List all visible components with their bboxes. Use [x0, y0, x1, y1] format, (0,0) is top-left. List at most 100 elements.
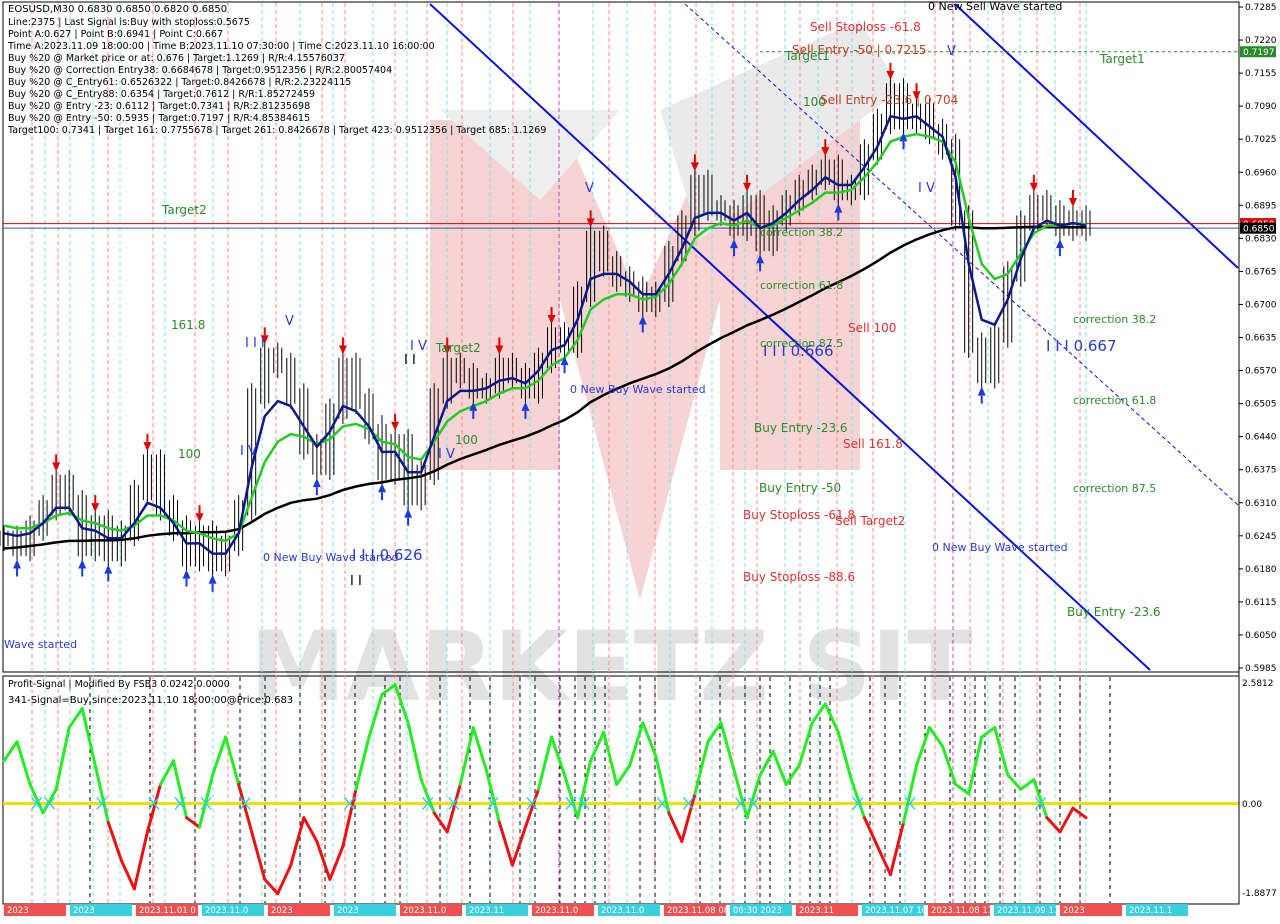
sell-arrow-icon: [91, 503, 100, 513]
oscillator-segment: [237, 782, 254, 834]
oscillator-segment: [941, 745, 958, 786]
oscillator-segment: [536, 735, 554, 791]
indicator-title: Profit-Signal | Modified By FSB3 0.0242 …: [8, 679, 230, 690]
wave-label-ii: I I: [404, 353, 416, 368]
oscillator-segment: [810, 702, 827, 725]
indicator-signal-text: 341-Signal=Buy since:2023.11.10 18:00:00…: [8, 695, 293, 706]
annotation-buy-stoploss-886: Buy Stoploss -88.6: [743, 570, 855, 584]
oscillator-segment: [80, 707, 97, 767]
oscillator-segment: [198, 773, 215, 829]
wave-label-v: V: [585, 181, 594, 196]
annotation-target2-left: Target2: [161, 203, 207, 217]
annotation-sell-stoploss-618: Sell Stoploss -61.8: [810, 20, 921, 34]
annotation-buy-entry-50: Buy Entry -50: [759, 481, 841, 495]
oscillator-segment: [784, 763, 801, 786]
oscillator-segment: [550, 735, 567, 777]
target1-price-badge: [1240, 46, 1276, 58]
oscillator-segment: [458, 726, 475, 786]
buy-arrow-icon: [208, 574, 217, 584]
price-tick-label: 0.7220: [1245, 36, 1277, 46]
time-axis-label: 2023.11.0: [601, 906, 644, 916]
oscillator-segment: [367, 692, 384, 739]
price-tick-label: 0.7025: [1245, 135, 1277, 145]
annotation-target2-mid: Target2: [435, 341, 481, 355]
buy-arrow-icon: [104, 564, 113, 574]
annotation-sell-entry-50: Sell Entry -50 | 0.7215: [792, 43, 926, 57]
indicator-axis-tick: 2.5812: [1242, 679, 1274, 689]
time-axis-label: 2023: [7, 906, 29, 916]
oscillator-segment: [901, 763, 919, 824]
time-axis-label: 2023: [73, 906, 95, 916]
time-axis-label-bg: [466, 904, 528, 916]
sell-arrow-icon: [743, 182, 752, 192]
oscillator-segment: [419, 778, 436, 815]
oscillator-segment: [1019, 778, 1036, 791]
crossover-marker-icon: [1034, 796, 1046, 810]
oscillator-segment: [67, 707, 84, 730]
annotation-point-0666: I I I 0.666: [763, 342, 834, 360]
annotation-wave-started-edge: Wave started: [4, 638, 77, 651]
price-tick-label: 0.6765: [1245, 267, 1277, 277]
time-axis-label-bg: [730, 904, 792, 916]
current-price-badge-label: 0.6850: [1243, 225, 1275, 235]
buy-arrow-icon: [469, 401, 478, 411]
annotation-buy-entry-236-right: Buy Entry -23.6: [1067, 605, 1161, 619]
sell-arrow-icon: [443, 345, 452, 355]
buy-arrow-icon: [730, 239, 739, 249]
oscillator-segment: [1032, 778, 1049, 820]
crossover-marker-icon: [148, 796, 160, 810]
channel-mid-dashed-line: [684, 3, 1239, 506]
oscillator-segment: [523, 787, 540, 829]
oscillator-segment: [224, 735, 241, 786]
price-tick-label: 0.6895: [1245, 201, 1277, 211]
price-tick-label: 0.6960: [1245, 168, 1277, 178]
price-tick-label: 0.5985: [1245, 664, 1277, 674]
time-axis-label-bg: [532, 904, 594, 916]
oscillator-segment: [328, 844, 345, 881]
annotation-new-buy-wave-left: 0 New Buy Wave started: [263, 551, 399, 564]
indicator-axis-tick: -1.8877: [1242, 889, 1277, 899]
time-axis-label: 2023.11: [469, 906, 504, 916]
oscillator-segment: [354, 735, 371, 791]
oscillator-segment: [158, 759, 175, 786]
oscillator-segment: [406, 721, 423, 782]
time-axis-label-bg: [70, 904, 132, 916]
time-axis-label: 2023: [271, 906, 293, 916]
sell-arrow-icon: [912, 91, 921, 101]
indicator-panel: Profit-Signal | Modified By FSB3 0.0242 …: [2, 679, 1239, 896]
oscillator-segment: [471, 726, 488, 772]
oscillator-segment: [680, 792, 697, 843]
oscillator-segment: [758, 749, 775, 777]
time-axis-label: 2023: [337, 906, 359, 916]
annotation-sell-1618: Sell 161.8: [843, 437, 903, 451]
price-tick-label: 0.6245: [1245, 532, 1277, 542]
time-axis-label: 2023.11.0: [403, 906, 446, 916]
wave-label-i: I: [380, 414, 384, 429]
oscillator-segment: [602, 730, 619, 786]
buy-arrow-icon: [756, 254, 765, 264]
oscillator-segment: [497, 820, 514, 867]
buy-arrow-icon: [404, 508, 413, 518]
symbol-line: EOSUSD,M30 0.6830 0.6850 0.6820 0.6850: [8, 4, 227, 15]
buy-arrow-icon: [1055, 239, 1064, 249]
crossover-marker-icon: [578, 796, 590, 810]
time-axis-label-bg: [664, 904, 726, 916]
wave-label-iv: I V: [410, 339, 427, 354]
crossover-marker-icon: [904, 796, 916, 810]
info-line: Time A:2023.11.09 18:00:00 | Time B:2023…: [7, 41, 435, 52]
oscillator-segment: [954, 782, 971, 796]
time-axis-label-bg: [598, 904, 660, 916]
wave-label-iv: I V: [240, 444, 257, 459]
crossover-marker-icon: [96, 796, 108, 810]
info-line: Buy %20 @ Entry -50: 0.5935 | Target:0.7…: [8, 113, 310, 124]
oscillator-segment: [836, 730, 853, 782]
crossover-marker-icon: [487, 796, 499, 810]
crossover-marker-icon: [174, 796, 186, 810]
crossover-marker-icon: [239, 796, 251, 810]
oscillator-segment: [615, 763, 632, 786]
moving-average-fast: [3, 114, 1087, 555]
oscillator-markers: [31, 796, 1046, 810]
oscillator-segment: [393, 683, 410, 725]
time-axis-label-bg: [136, 904, 198, 916]
